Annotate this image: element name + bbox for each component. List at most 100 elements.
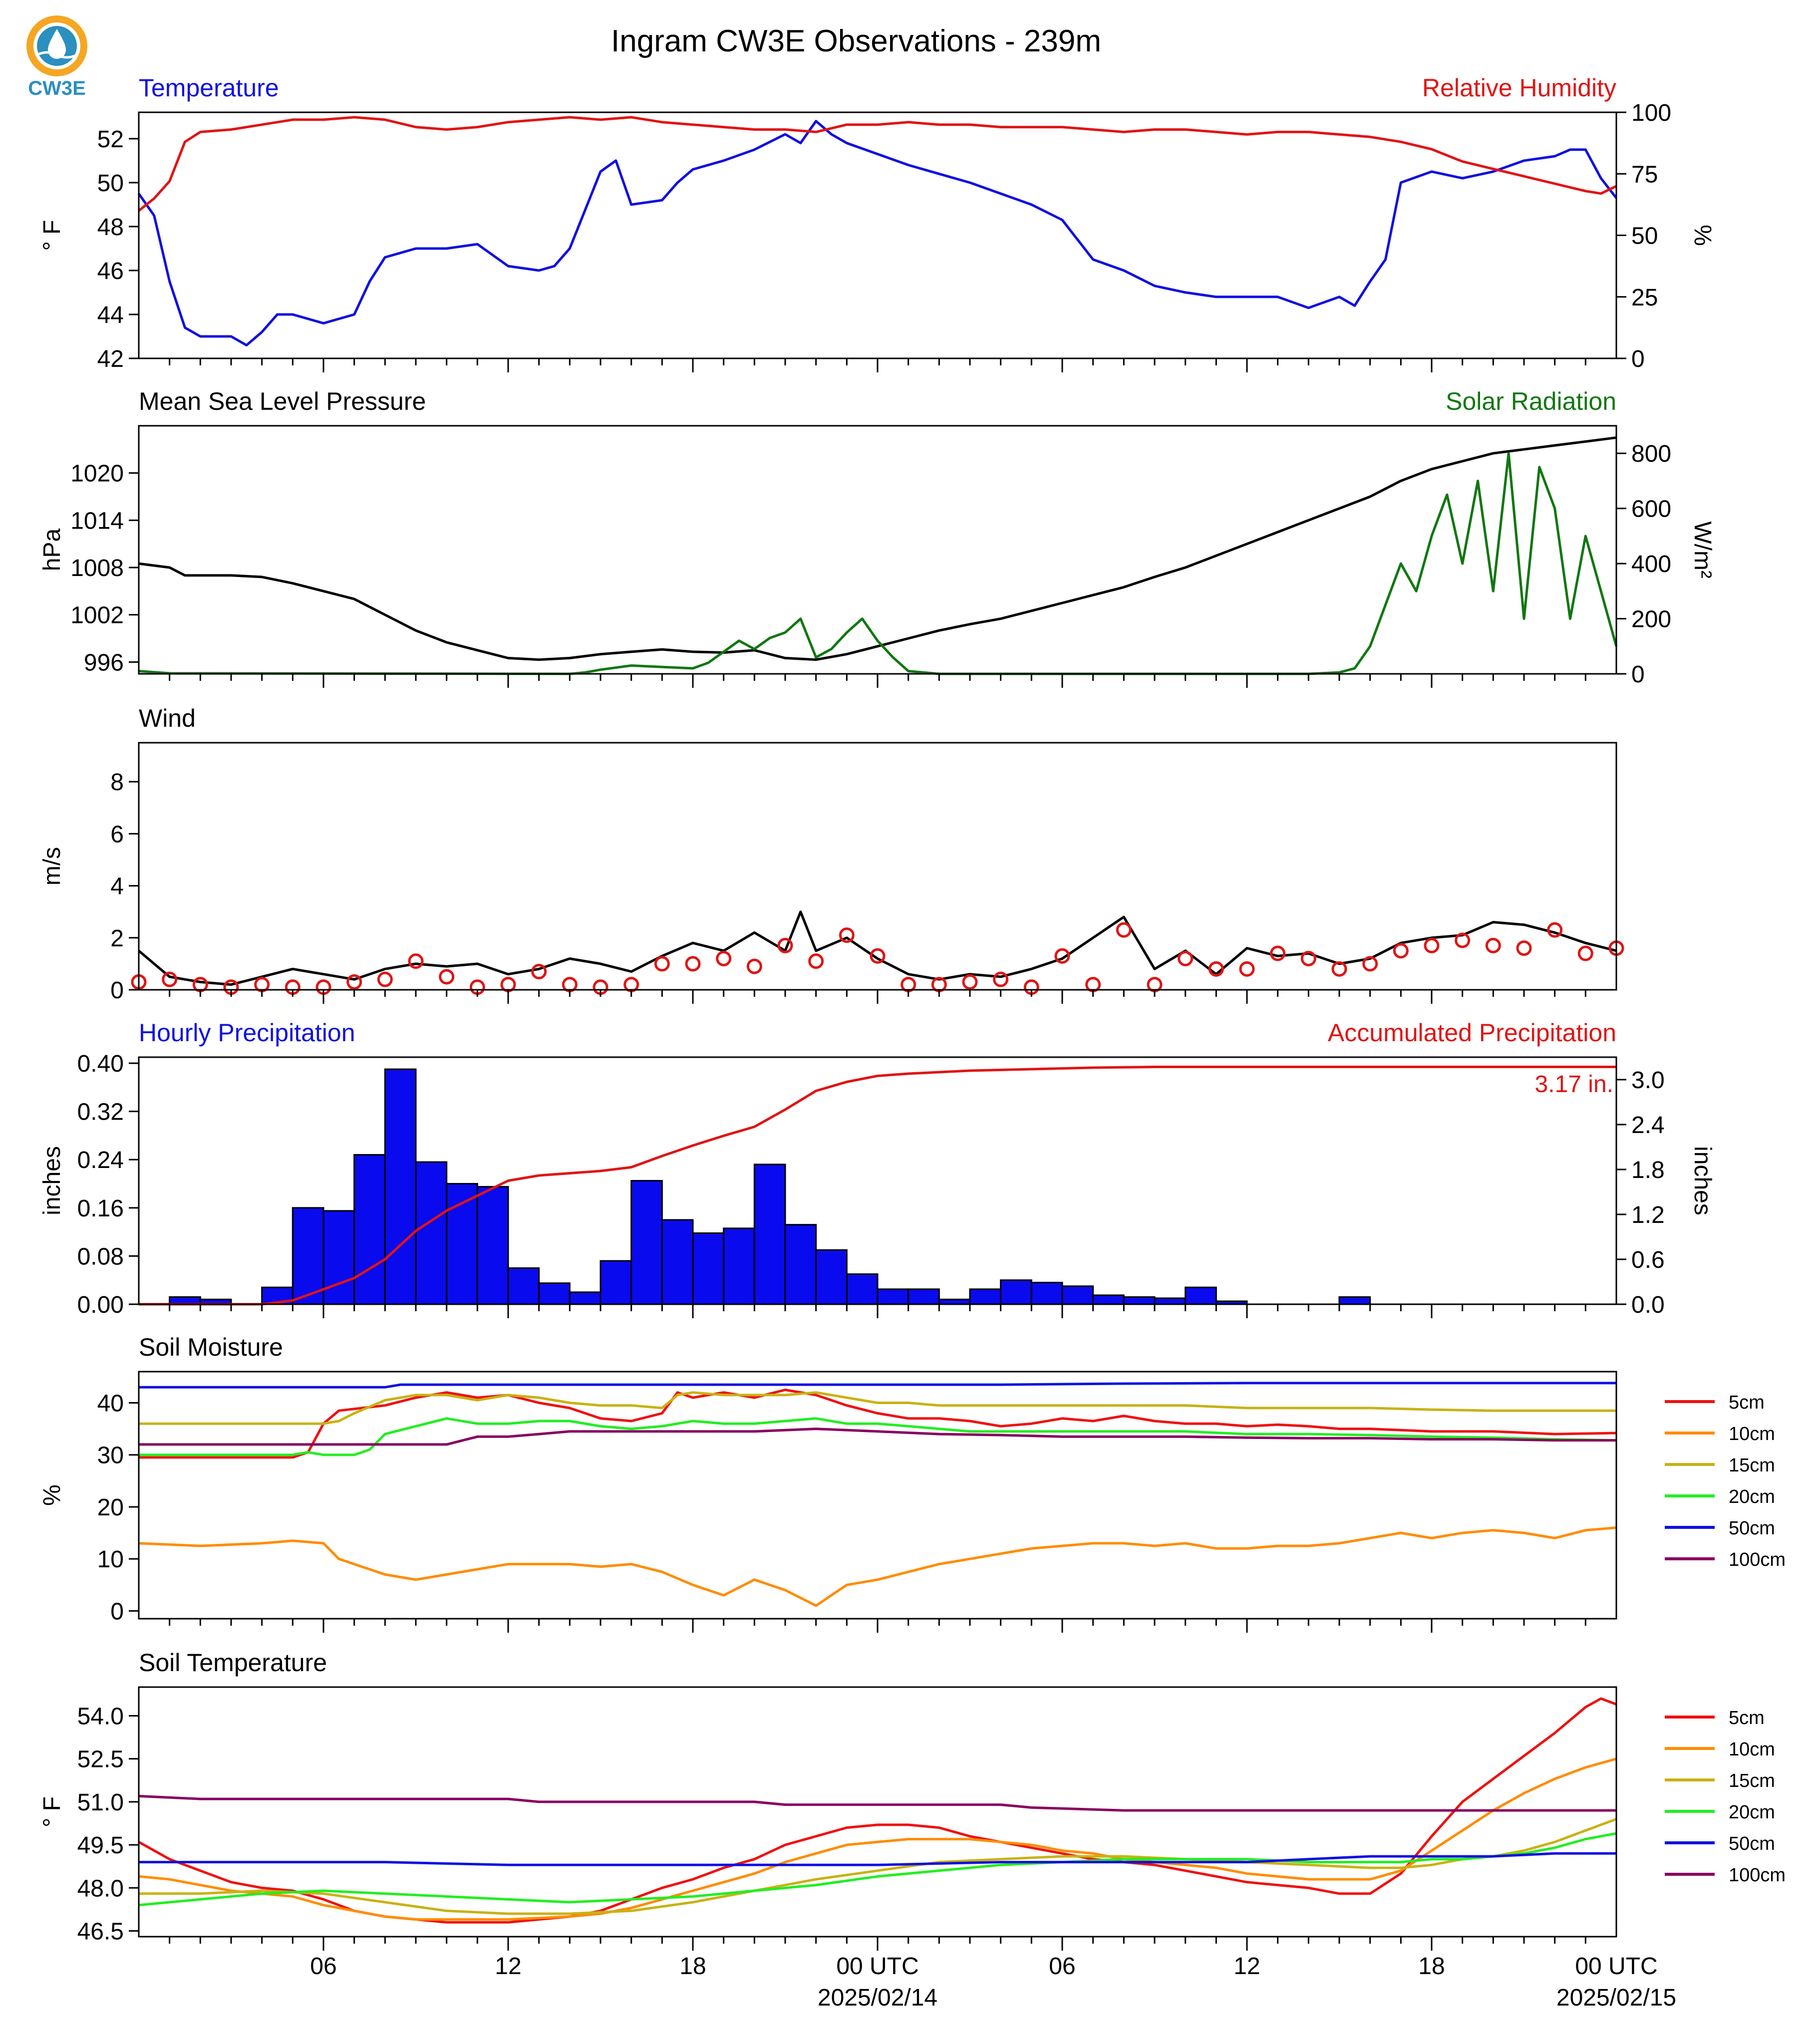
y-tick-label-left: 996: [84, 649, 124, 676]
y-axis-label-right: %: [1689, 225, 1716, 246]
y-tick-label-right: 200: [1631, 606, 1671, 633]
precip-bar: [415, 1161, 448, 1305]
series-line-20cm: [138, 1832, 1617, 1907]
panel-title-right: Solar Radiation: [1446, 387, 1616, 415]
y-tick-label-left: 46.5: [77, 1919, 124, 1945]
series-line-50cm: [139, 1382, 1616, 1389]
precip-bar: [692, 1232, 725, 1305]
wind-gust-marker: [162, 971, 178, 987]
x-tick-label: 12: [495, 1953, 521, 1980]
logo-text: CW3E: [28, 77, 86, 99]
x-tick-label: 00 UTC: [836, 1953, 918, 1980]
y-tick-label-left: 10: [97, 1546, 124, 1573]
precip-bar: [384, 1068, 417, 1305]
precip-bar: [969, 1288, 1002, 1305]
y-tick-label-left: 1008: [70, 555, 124, 581]
y-tick-label-left: 20: [97, 1494, 124, 1521]
wind-gust-marker: [346, 974, 362, 990]
wind-gust-marker: [1393, 943, 1409, 959]
y-tick-label-right: 2.4: [1631, 1112, 1665, 1139]
precip-bar: [815, 1249, 848, 1305]
y-tick-label-right: 25: [1631, 285, 1658, 311]
wind-gust-marker: [1485, 937, 1501, 953]
y-tick-label-left: 2: [110, 925, 124, 952]
legend-label: 20cm: [1729, 1486, 1775, 1507]
logo-wave-icon: [36, 51, 78, 59]
y-tick-label-right: 0.0: [1631, 1292, 1665, 1318]
series-line-10cm: [138, 1526, 1617, 1607]
precip-bar: [353, 1154, 386, 1305]
x-date-label: 2025/02/14: [818, 1985, 937, 2011]
precip-bar: [569, 1291, 602, 1305]
accumulated-total-label: 3.17 in.: [1535, 1071, 1613, 1098]
x-tick-label: 06: [1049, 1953, 1075, 1980]
series-line-5cm: [139, 1389, 1617, 1459]
precip-bar: [538, 1282, 571, 1305]
y-tick-label-left: 52: [97, 126, 124, 153]
y-tick-label-left: 1020: [70, 461, 124, 487]
series-line-1: [138, 452, 1618, 675]
panel-title-left: Wind: [139, 704, 196, 732]
wind-gust-marker: [716, 950, 732, 966]
legend-label: 10cm: [1729, 1739, 1775, 1760]
y-tick-label-left: 0: [110, 977, 124, 1004]
panel-pressure-solar: Mean Sea Level Pressure Solar Radiation 99…: [39, 387, 1716, 688]
legend-label: 100cm: [1729, 1865, 1786, 1886]
y-tick-label-right: 0: [1631, 346, 1645, 372]
series-line-20cm: [139, 1417, 1617, 1456]
x-date-label: 2025/02/15: [1556, 1985, 1676, 2011]
series-line-0: [138, 436, 1617, 661]
wind-gust-marker: [531, 964, 547, 980]
y-tick-label-left: 4: [110, 873, 124, 900]
wind-gust-marker: [377, 971, 393, 987]
y-tick-label-left: 0.16: [77, 1195, 124, 1222]
wind-gust-marker: [993, 971, 1009, 987]
y-tick-label-left: 0.24: [77, 1147, 124, 1173]
x-tick-label: 12: [1233, 1953, 1260, 1980]
precip-bar: [1154, 1297, 1187, 1305]
y-tick-label-right: 600: [1631, 496, 1671, 523]
wind-gust-marker: [962, 974, 978, 990]
wind-gust-marker: [839, 927, 855, 943]
y-tick-label-left: 54.0: [77, 1703, 124, 1730]
wind-gust-marker: [1116, 922, 1132, 938]
y-axis-label-left: inches: [39, 1146, 65, 1215]
series-line-15cm: [139, 1818, 1617, 1915]
panel-soil-temperature: Soil Temperature 46.5 48.0 49.5 51.0 52.5 54.0…: [39, 1649, 1786, 1951]
precip-bar: [322, 1210, 355, 1305]
y-tick-label-left: 50: [97, 170, 124, 197]
y-tick-label-left: 1002: [70, 602, 124, 629]
precip-bar: [1061, 1285, 1094, 1305]
y-tick-label-left: 46: [97, 258, 124, 285]
precip-bar: [630, 1180, 663, 1305]
figure-title: Ingram CW3E Observations - 239m: [611, 24, 1101, 58]
wind-gust-marker: [746, 958, 762, 974]
logo-ring-icon: [26, 15, 87, 76]
panel-precipitation: Hourly Precipitation Accumulated Precipit…: [39, 1019, 1716, 1318]
y-tick-label-left: 30: [97, 1443, 124, 1469]
series-line-0: [138, 910, 1617, 986]
y-tick-label-left: 51.0: [77, 1789, 124, 1816]
precip-bar: [723, 1227, 755, 1305]
wind-gust-marker: [1300, 950, 1316, 966]
series-line-100cm: [138, 1794, 1616, 1812]
series-line-50cm: [139, 1852, 1616, 1866]
legend-label: 50cm: [1729, 1518, 1775, 1539]
x-tick-label: 18: [679, 1953, 706, 1980]
series-line-1: [138, 116, 1617, 212]
panel-temperature-humidity: Temperature Relative Humidity 42 44 46 48 50 52…: [39, 74, 1716, 372]
y-axis-label-left: ° F: [39, 1796, 65, 1827]
wind-gust-marker: [1547, 922, 1563, 938]
wind-gust-marker: [777, 937, 793, 953]
legend-label: 5cm: [1729, 1708, 1765, 1729]
y-tick-label-left: 48.0: [77, 1875, 124, 1902]
y-tick-label-left: 0.00: [77, 1292, 124, 1318]
precip-bar: [600, 1260, 632, 1305]
logo-drop-icon: [48, 29, 66, 59]
precip-bar: [846, 1273, 879, 1305]
y-tick-label-right: 0: [1631, 661, 1645, 688]
panel-title-right: Accumulated Precipitation: [1328, 1019, 1616, 1047]
series-line-100cm: [139, 1428, 1616, 1446]
panel-wind: Wind 0 2 4 6 8 m/s: [39, 704, 1624, 1004]
legend-label: 100cm: [1729, 1549, 1786, 1570]
